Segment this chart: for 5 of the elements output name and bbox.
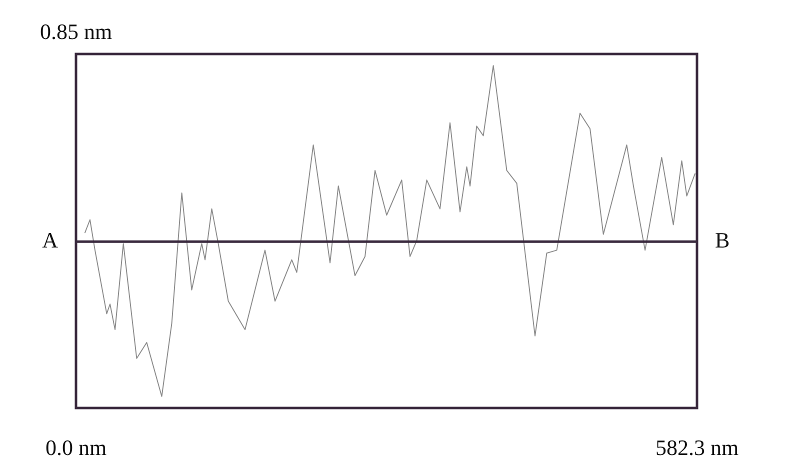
x-tick-label: 582.3 nm (655, 434, 739, 460)
annotation: A (42, 227, 58, 252)
annotation: B (715, 227, 730, 252)
x-tick-label: 0.0 nm (45, 434, 107, 460)
text: 0.85 nm (40, 18, 112, 44)
